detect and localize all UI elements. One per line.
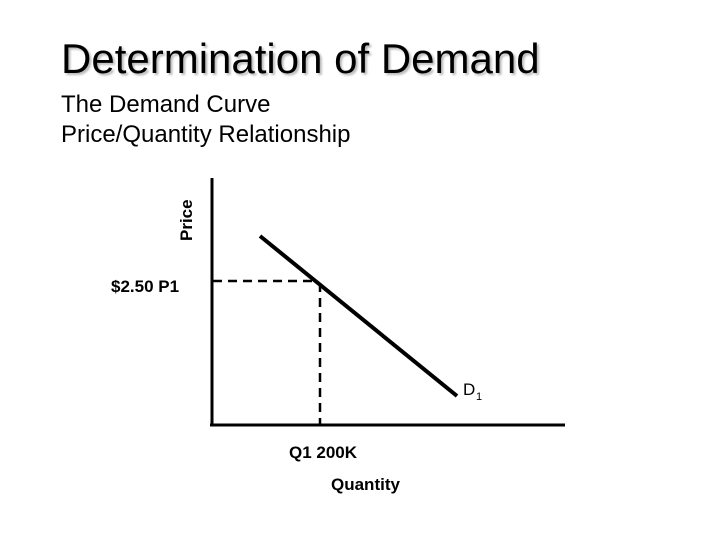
slide-subtitle: The Demand Curve Price/Quantity Relation… [61, 90, 350, 150]
subtitle-line-2: Price/Quantity Relationship [61, 121, 351, 148]
quantity-point-label: Q1 200K [289, 443, 358, 462]
y-axis-label: Price [177, 199, 196, 241]
demand-curve [258, 234, 459, 398]
curve-label-subscript: 1 [476, 391, 482, 403]
slide-title: Determination of Demand [61, 35, 540, 82]
x-axis-label: Quantity [331, 475, 400, 494]
curve-label: D [463, 380, 475, 399]
price-point-label: $2.50 P1 [111, 277, 179, 296]
subtitle-line-1: The Demand Curve [61, 91, 271, 118]
